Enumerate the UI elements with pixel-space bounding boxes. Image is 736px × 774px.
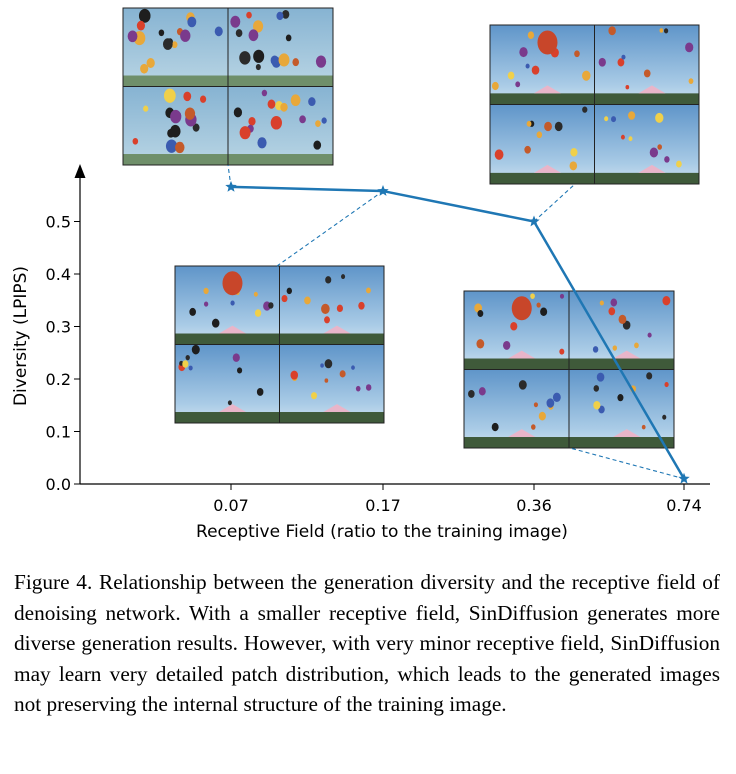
y-tick-label: 0.1: [46, 423, 71, 442]
inset-connector-line: [569, 447, 685, 480]
y-ticks: 0.0 0.1 0.2 0.3 0.4 0.5: [46, 213, 80, 494]
data-point-star: [377, 185, 389, 196]
balloon-sample-image: [464, 369, 569, 448]
figure-caption: Figure 4. Relationship between the gener…: [14, 567, 720, 720]
balloon-sample-image: [123, 8, 228, 87]
balloon-sample-image: [228, 86, 333, 165]
balloon-sample-image: [594, 104, 699, 184]
series-diversity: [225, 180, 690, 484]
inset-image-grid: [174, 265, 385, 424]
y-tick-label: 0.0: [46, 475, 71, 494]
balloon-sample-image: [569, 291, 674, 370]
y-axis-arrow: [74, 164, 86, 178]
inset-image-grid: [463, 290, 675, 449]
caption-label: Figure 4.: [14, 570, 93, 594]
balloon-sample-image: [279, 344, 384, 423]
balloon-sample-image: [279, 266, 384, 345]
axes: [74, 164, 710, 485]
x-tick-label: 0.74: [666, 496, 702, 515]
y-tick-label: 0.2: [46, 370, 71, 389]
balloon-sample-image: [175, 344, 280, 423]
balloon-sample-image: [490, 25, 595, 105]
caption-text: Relationship between the generation dive…: [14, 570, 721, 716]
x-axis-label: Receptive Field (ratio to the training i…: [196, 522, 568, 542]
y-tick-label: 0.3: [46, 318, 71, 337]
balloon-sample-image: [594, 25, 699, 105]
y-axis-label: Diversity (LPIPS): [11, 266, 31, 406]
y-tick-label: 0.5: [46, 213, 71, 232]
balloon-sample-image: [123, 86, 228, 165]
inset-image-grid: [122, 7, 334, 166]
balloon-sample-image: [228, 8, 333, 87]
balloon-sample-image: [464, 291, 569, 370]
data-point-star: [678, 472, 690, 484]
inset-connector-line: [533, 183, 576, 222]
y-tick-label: 0.4: [46, 265, 71, 284]
data-point-star: [528, 215, 540, 227]
data-point-star: [225, 180, 237, 192]
balloon-sample-image: [490, 104, 595, 184]
series-line: [230, 185, 686, 480]
diversity-chart: 0.0 0.1 0.2 0.3 0.4 0.5 0.07 0.17 0.36 0.74 Rece…: [11, 7, 710, 542]
inset-image-grid: [489, 24, 700, 185]
x-ticks: 0.07 0.17 0.36 0.74: [213, 484, 702, 515]
x-tick-label: 0.36: [516, 496, 552, 515]
inset-images: [122, 7, 700, 449]
x-tick-label: 0.17: [365, 496, 401, 515]
inset-connector-line: [276, 190, 384, 267]
x-tick-label: 0.07: [213, 496, 249, 515]
balloon-sample-image: [175, 266, 280, 345]
balloon-sample-image: [569, 369, 674, 448]
